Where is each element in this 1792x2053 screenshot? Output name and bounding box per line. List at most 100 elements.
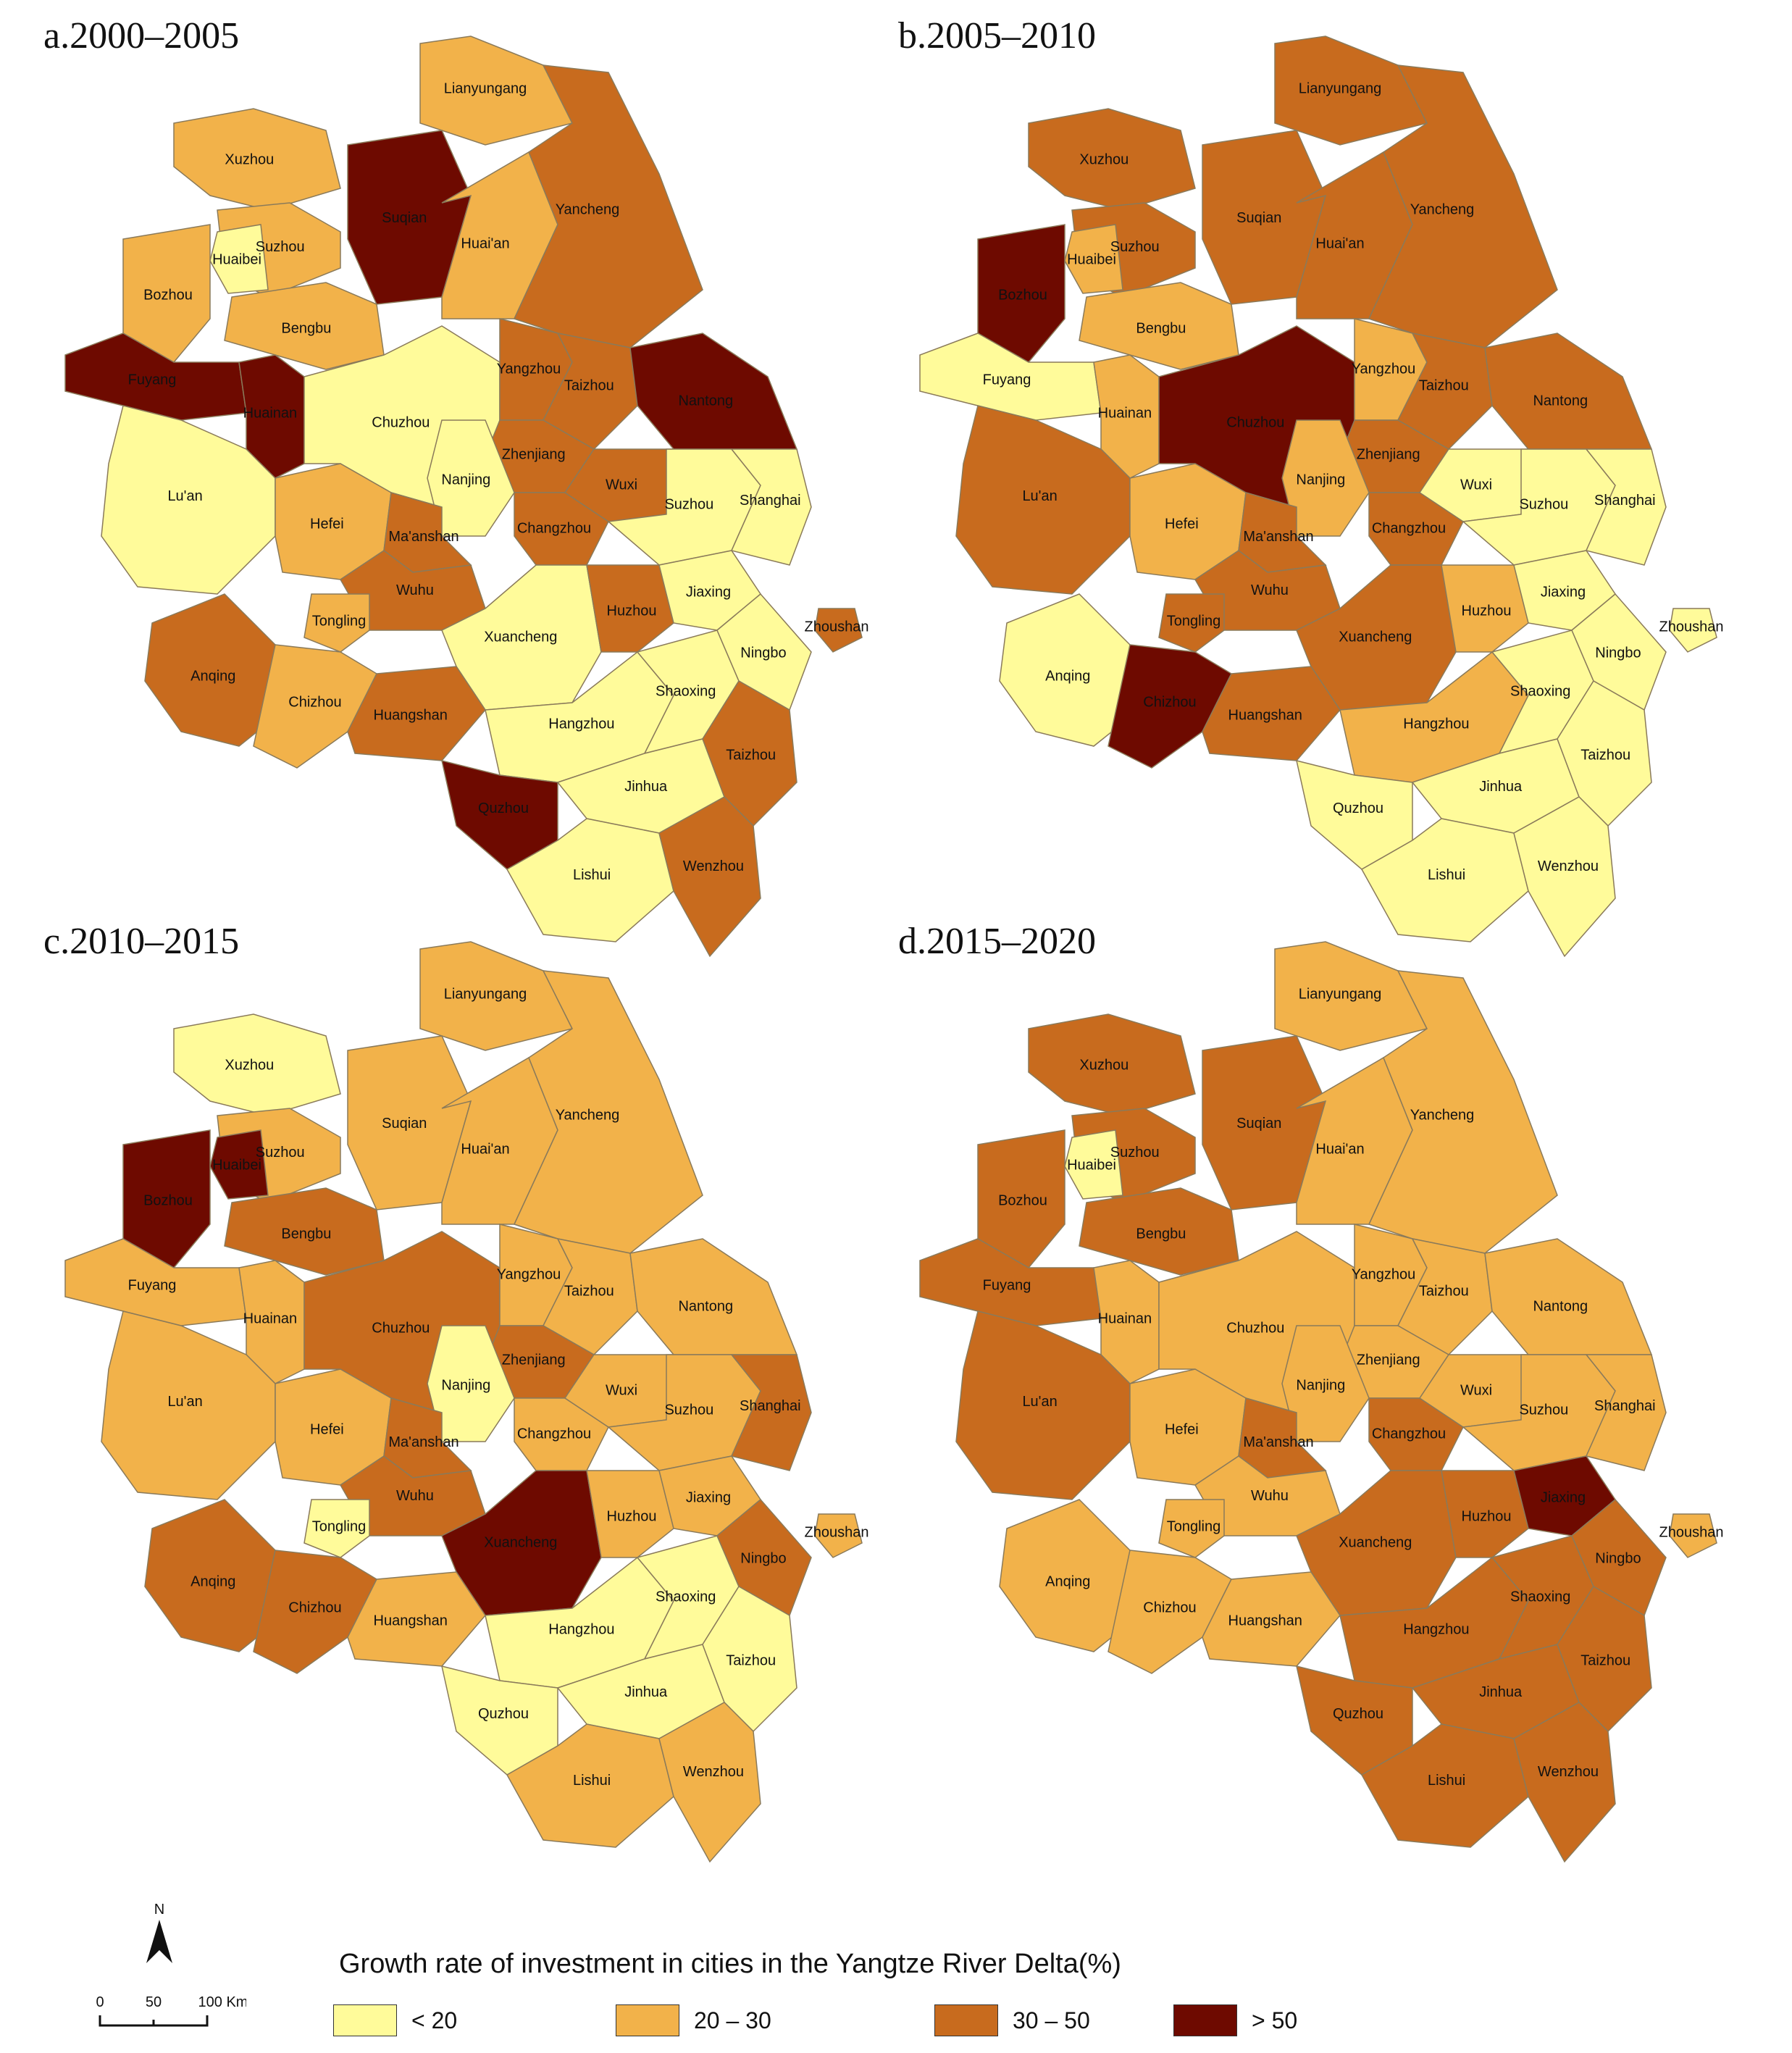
city-label-jiaxing: Jiaxing bbox=[686, 1489, 731, 1505]
city-label-changzhou: Changzhou bbox=[1372, 1426, 1446, 1442]
city-label-nanjing: Nanjing bbox=[1296, 1378, 1345, 1394]
city-label-zhoushan: Zhoushan bbox=[805, 619, 869, 635]
city-region-tongling bbox=[303, 593, 370, 653]
city-label-zhenjiang: Zhenjiang bbox=[502, 1352, 566, 1368]
city-label-chizhou: Chizhou bbox=[1143, 694, 1196, 710]
city-region-huainan bbox=[238, 1260, 305, 1384]
city-label-huangshan: Huangshan bbox=[374, 708, 448, 724]
city-label-chuzhou: Chuzhou bbox=[372, 415, 430, 431]
legend-swatch bbox=[934, 2004, 998, 2036]
city-label-shaoxing: Shaoxing bbox=[656, 683, 716, 699]
city-region-xuzhou bbox=[1028, 1013, 1196, 1116]
legend-item-20-30: 20 – 30 bbox=[616, 2004, 771, 2037]
city-region-huzhou bbox=[586, 564, 674, 653]
city-label-jiaxing: Jiaxing bbox=[1541, 584, 1586, 600]
city-label-ma-anshan: Ma'anshan bbox=[388, 529, 459, 545]
city-label-nanjing: Nanjing bbox=[1296, 472, 1345, 488]
city-label-bengbu: Bengbu bbox=[281, 321, 331, 337]
north-arrow-icon bbox=[146, 1920, 172, 1963]
city-label-yancheng: Yancheng bbox=[1410, 201, 1475, 217]
city-label-lianyungang: Lianyungang bbox=[1299, 81, 1382, 97]
city-label-zhoushan: Zhoushan bbox=[1659, 1524, 1724, 1540]
city-label-wenzhou: Wenzhou bbox=[1538, 1764, 1599, 1780]
city-label-wenzhou: Wenzhou bbox=[1538, 858, 1599, 874]
city-label-taizhou-js: Taizhou bbox=[564, 378, 614, 394]
city-label-anqing: Anqing bbox=[190, 669, 235, 685]
city-label-xuzhou: Xuzhou bbox=[225, 152, 274, 168]
city-region-shanghai bbox=[1585, 1354, 1667, 1471]
city-region-wenzhou bbox=[658, 1702, 761, 1863]
city-label-changzhou: Changzhou bbox=[1372, 520, 1446, 536]
city-label-hefei: Hefei bbox=[1165, 517, 1199, 532]
city-label-tongling: Tongling bbox=[1167, 613, 1221, 629]
city-region-xuzhou bbox=[173, 1013, 341, 1116]
city-label-anqing: Anqing bbox=[190, 1574, 235, 1590]
city-label-lianyungang: Lianyungang bbox=[444, 81, 527, 97]
city-label-xuzhou: Xuzhou bbox=[1079, 152, 1129, 168]
city-label-shanghai: Shanghai bbox=[1594, 1398, 1656, 1414]
city-label-zhenjiang: Zhenjiang bbox=[1357, 447, 1420, 463]
city-region-lu-an bbox=[955, 1310, 1131, 1500]
city-label-suzhou: Suzhou bbox=[664, 1402, 713, 1418]
city-region-tongling bbox=[1158, 1499, 1225, 1558]
legend-swatch bbox=[616, 2004, 679, 2036]
city-label-jinhua: Jinhua bbox=[624, 1684, 668, 1700]
legend-label: 30 – 50 bbox=[1013, 2007, 1090, 2033]
city-label-huai-an: Huai'an bbox=[461, 235, 509, 251]
city-region-bengbu bbox=[224, 282, 385, 370]
city-label-huangshan: Huangshan bbox=[1228, 708, 1302, 724]
city-label-lishui: Lishui bbox=[573, 867, 611, 883]
city-label-bozhou: Bozhou bbox=[998, 1192, 1047, 1208]
city-label-shanghai: Shanghai bbox=[1594, 493, 1656, 509]
city-label-lishui: Lishui bbox=[1428, 867, 1465, 883]
city-label-ma-anshan: Ma'anshan bbox=[1243, 1434, 1313, 1450]
map-panel-b: b.2005–2010 Lianyungang Xuzhou Suqian Huai'… bbox=[891, 14, 1782, 958]
city-label-nanjing: Nanjing bbox=[441, 1378, 490, 1394]
city-label-nantong: Nantong bbox=[678, 1299, 733, 1315]
city-region-bozhou bbox=[977, 224, 1065, 363]
city-label-fuyang: Fuyang bbox=[983, 372, 1031, 388]
city-region-zhoushan bbox=[1669, 1513, 1717, 1558]
city-region-xuzhou bbox=[1028, 108, 1196, 211]
city-label-taizhou-zj: Taizhou bbox=[1580, 748, 1630, 764]
city-region-tongling bbox=[1158, 593, 1225, 653]
city-label-ningbo: Ningbo bbox=[740, 1550, 786, 1566]
legend-label: < 20 bbox=[411, 2007, 458, 2033]
city-label-ma-anshan: Ma'anshan bbox=[388, 1434, 459, 1450]
city-label-changzhou: Changzhou bbox=[517, 520, 591, 536]
city-region-huainan bbox=[238, 354, 305, 479]
city-label-suzhou-ah: Suzhou bbox=[256, 1145, 305, 1161]
city-label-suqian: Suqian bbox=[1236, 210, 1281, 226]
city-label-fuyang: Fuyang bbox=[128, 1277, 177, 1293]
map-panel-c: c.2010–2015 Lianyungang Xuzhou Suqian Huai'… bbox=[36, 920, 927, 1863]
city-region-tongling bbox=[303, 1499, 370, 1558]
city-label-tongling: Tongling bbox=[1167, 1518, 1221, 1534]
city-label-xuancheng: Xuancheng bbox=[1339, 1534, 1412, 1550]
city-region-huaibei bbox=[1064, 224, 1123, 294]
city-label-huzhou: Huzhou bbox=[607, 603, 657, 619]
city-label-chizhou: Chizhou bbox=[288, 694, 341, 710]
city-label-huai-an: Huai'an bbox=[461, 1141, 509, 1157]
city-region-xuzhou bbox=[173, 108, 341, 211]
city-label-wuhu: Wuhu bbox=[396, 1488, 434, 1504]
panel-title: d.2015–2020 bbox=[898, 921, 1096, 962]
city-label-lianyungang: Lianyungang bbox=[444, 987, 527, 1003]
city-label-zhoushan: Zhoushan bbox=[1659, 619, 1724, 635]
city-label-lianyungang: Lianyungang bbox=[1299, 987, 1382, 1003]
city-label-xuancheng: Xuancheng bbox=[1339, 629, 1412, 645]
city-region-nantong bbox=[1484, 333, 1653, 450]
city-label-huainan: Huainan bbox=[243, 1311, 298, 1327]
city-region-wenzhou bbox=[1513, 1702, 1616, 1863]
city-label-fuyang: Fuyang bbox=[128, 372, 177, 388]
city-label-quzhou: Quzhou bbox=[1333, 1706, 1383, 1722]
north-arrow-scalebar: N 0 50 100 Km bbox=[96, 1902, 246, 2027]
city-label-suqian: Suqian bbox=[1236, 1116, 1281, 1132]
legend-item-30-50: 30 – 50 bbox=[934, 2004, 1090, 2037]
city-label-taizhou-zj: Taizhou bbox=[726, 748, 776, 764]
city-label-bozhou: Bozhou bbox=[143, 287, 193, 303]
city-label-nanjing: Nanjing bbox=[441, 472, 490, 488]
city-region-huaibei bbox=[209, 1129, 269, 1200]
city-label-quzhou: Quzhou bbox=[478, 1706, 529, 1722]
city-label-jinhua: Jinhua bbox=[1479, 779, 1523, 795]
city-label-yangzhou: Yangzhou bbox=[1352, 1266, 1416, 1282]
